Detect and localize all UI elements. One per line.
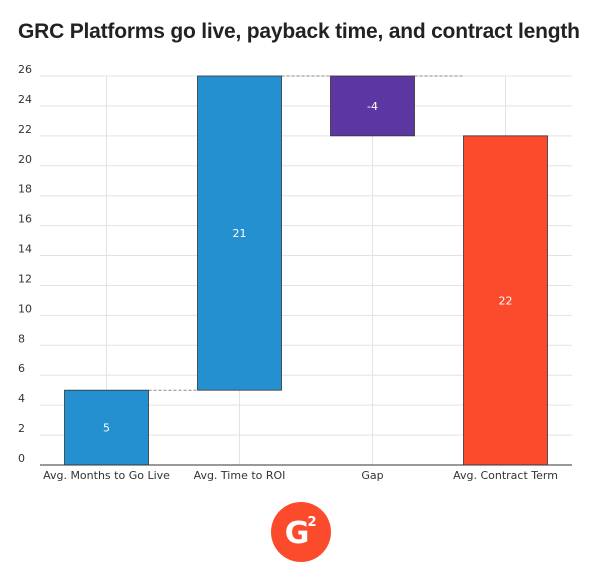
y-tick-label: 24 (18, 93, 32, 106)
g2-logo-icon: G 2 (271, 502, 331, 562)
y-tick-label: 6 (18, 362, 25, 375)
y-tick-label: 4 (18, 392, 25, 405)
x-category-label: Avg. Contract Term (453, 469, 558, 482)
g2-logo-circle (271, 502, 331, 562)
x-category-label: Avg. Time to ROI (194, 469, 286, 482)
bar-value-label: 5 (103, 422, 110, 435)
y-tick-label: 0 (18, 452, 25, 465)
x-category-label: Gap (361, 469, 383, 482)
y-tick-label: 16 (18, 213, 32, 226)
y-tick-label: 14 (18, 243, 32, 256)
y-tick-label: 22 (18, 123, 32, 136)
bar-3 (463, 135, 548, 466)
x-category-label: Avg. Months to Go Live (43, 469, 170, 482)
bar-0 (64, 389, 149, 466)
y-tick-label: 18 (18, 183, 32, 196)
y-tick-label: 26 (18, 63, 32, 76)
bar-1 (197, 75, 282, 391)
y-tick-label: 8 (18, 332, 25, 345)
g2-logo-letter: G (285, 516, 310, 551)
bar-value-label: -4 (367, 100, 378, 113)
g2-logo-superscript: 2 (307, 515, 316, 530)
chart-title: GRC Platforms go live, payback time, and… (18, 20, 580, 43)
y-tick-label: 10 (18, 302, 32, 315)
bar-2 (330, 75, 415, 137)
bar-value-label: 21 (233, 227, 247, 240)
y-tick-label: 2 (18, 422, 25, 435)
y-tick-label: 20 (18, 153, 32, 166)
y-tick-label: 12 (18, 272, 32, 285)
bar-value-label: 22 (499, 294, 513, 307)
